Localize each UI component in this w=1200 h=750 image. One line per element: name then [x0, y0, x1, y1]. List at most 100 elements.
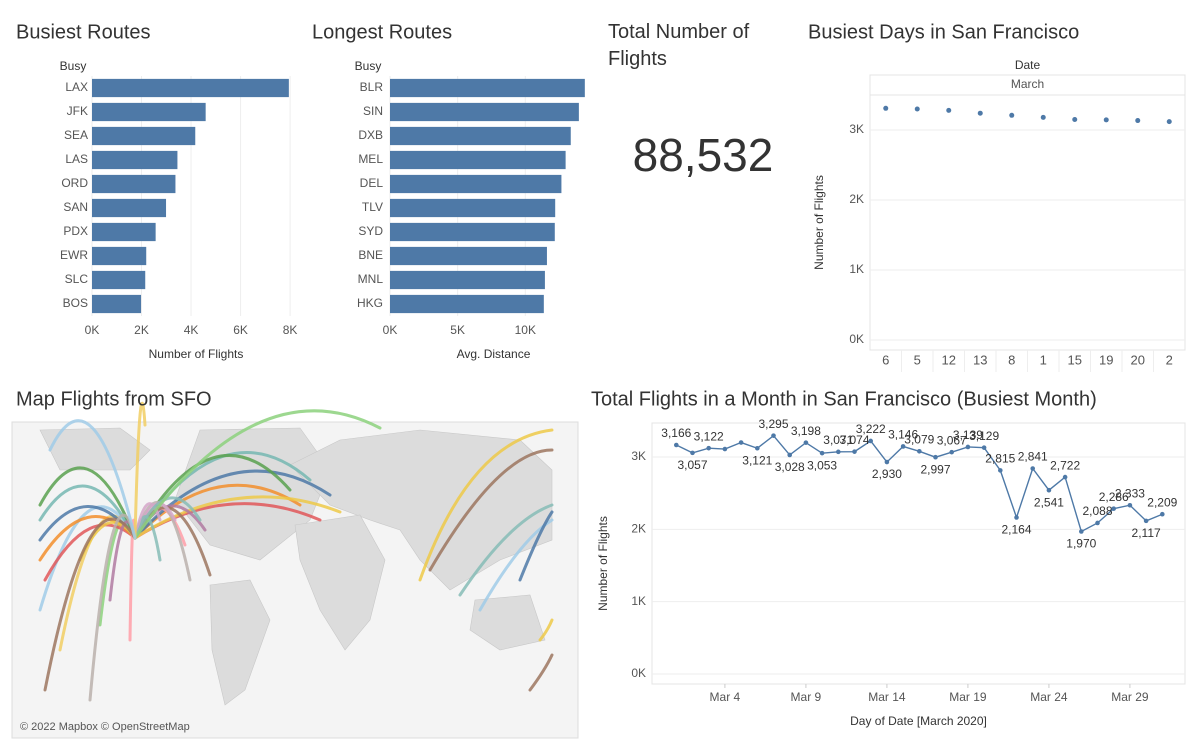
category-label: SYD — [358, 224, 383, 238]
plot-frame — [869, 94, 1186, 351]
dot — [883, 105, 889, 111]
point — [836, 449, 841, 455]
x-tick-label: 1 — [1040, 352, 1047, 367]
bar — [92, 150, 178, 170]
chart-title: Longest Routes — [312, 21, 452, 43]
bar — [92, 222, 156, 242]
kpi-title: Total Number of Flights — [608, 21, 750, 70]
point — [787, 452, 793, 458]
point — [1095, 520, 1100, 526]
data-label: 2,815 — [985, 452, 1015, 466]
point — [674, 442, 679, 448]
x-tick-label: 15 — [1068, 352, 1082, 367]
data-label: 3,057 — [677, 458, 707, 472]
map-land — [39, 427, 553, 706]
dot — [1040, 114, 1046, 120]
category-header: Busy — [355, 59, 382, 73]
bar — [390, 126, 571, 146]
x-tick-label: Mar 9 — [791, 690, 822, 704]
bar — [390, 174, 562, 194]
y-tick-label: 3K — [631, 449, 646, 463]
category-label: MNL — [358, 272, 384, 286]
y-axis-label: Number of Flights — [596, 516, 610, 611]
bar — [390, 222, 555, 242]
x-tick-label: 10K — [515, 323, 536, 337]
category-label: DEL — [360, 176, 384, 190]
point — [1079, 529, 1084, 534]
category-label: SLC — [65, 272, 89, 286]
flight-arc — [538, 618, 554, 642]
bar — [92, 198, 167, 218]
category-label: HKG — [357, 296, 383, 310]
bar — [390, 150, 566, 170]
dot — [1166, 119, 1172, 125]
x-tick-label: 5 — [914, 352, 921, 367]
category-label: TLV — [362, 200, 383, 214]
y-tick-label: 3K — [849, 122, 864, 136]
flight-arc — [428, 448, 554, 572]
x-tick-label: 19 — [1099, 352, 1113, 367]
x-tick-label: 0K — [383, 323, 398, 337]
flight-arc — [528, 653, 554, 692]
point — [884, 459, 890, 465]
category-label: SIN — [363, 104, 383, 118]
data-label: 3,053 — [807, 458, 837, 472]
flight-arc — [48, 419, 137, 540]
bar — [92, 126, 196, 146]
data-label: 2,209 — [1147, 495, 1177, 509]
point — [917, 448, 922, 454]
dot — [1103, 117, 1109, 123]
point — [1160, 511, 1165, 517]
point — [933, 454, 938, 460]
category-label: SAN — [63, 200, 88, 214]
x-axis-label: Day of Date [March 2020] — [850, 714, 987, 728]
data-label: 3,028 — [775, 460, 805, 474]
data-label: 3,122 — [694, 429, 724, 443]
flight-arc — [133, 502, 162, 540]
x-tick-label: 8K — [283, 323, 298, 337]
bar — [390, 294, 544, 314]
point — [900, 444, 906, 449]
map-title: Map Flights from SFO — [16, 388, 212, 410]
map-panel: © 2022 Mapbox © OpenStreetMap Map Flight… — [11, 388, 579, 739]
flight-arc — [418, 428, 554, 582]
point — [722, 446, 728, 452]
data-label: 3,222 — [856, 422, 886, 436]
chart-title: Busiest Routes — [16, 21, 151, 43]
data-label: 2,286 — [1099, 490, 1129, 504]
bar — [390, 246, 547, 266]
y-tick-label: 2K — [631, 522, 646, 536]
y-tick-label: 2K — [849, 192, 864, 206]
x-tick-label: 6 — [882, 352, 889, 367]
point — [690, 450, 695, 456]
x-tick-label: 0K — [85, 323, 100, 337]
y-tick-label: 1K — [631, 594, 646, 608]
data-label: 2,541 — [1034, 495, 1064, 509]
flight-arc — [38, 466, 137, 540]
plot-frame — [651, 422, 1186, 685]
point — [1127, 502, 1133, 508]
column-header: Date — [1015, 58, 1041, 72]
point — [852, 449, 857, 454]
y-tick-label: 1K — [849, 262, 864, 276]
flight-arc — [133, 496, 202, 540]
x-tick-label: 2K — [134, 323, 149, 337]
point — [949, 449, 955, 455]
column-group-label: March — [1011, 77, 1044, 91]
point — [1143, 518, 1149, 524]
category-label: BLR — [360, 80, 384, 94]
data-label: 3,079 — [904, 432, 934, 446]
data-label: 3,295 — [758, 417, 788, 431]
point — [1062, 474, 1068, 480]
dot — [914, 106, 920, 112]
x-tick-label: Mar 29 — [1111, 690, 1149, 704]
data-label: 1,970 — [1066, 537, 1096, 551]
point — [771, 433, 776, 438]
data-label: 2,088 — [1083, 504, 1113, 518]
dot — [1009, 112, 1015, 118]
data-label: 3,074 — [839, 433, 869, 447]
bar — [92, 270, 146, 290]
bar — [390, 198, 556, 218]
x-tick-label: Mar 4 — [710, 690, 741, 704]
point — [803, 440, 809, 445]
